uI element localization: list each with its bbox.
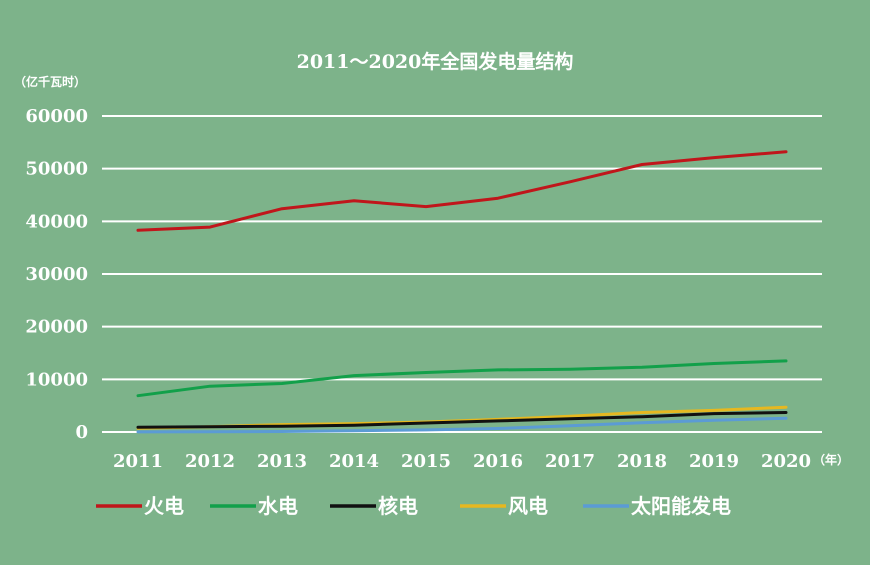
x-axis-unit: （年） (813, 452, 849, 467)
legend-label: 太阳能发电 (631, 494, 731, 518)
y-axis-ticks: 0 10000 20000 30000 40000 50000 60000 (25, 106, 88, 443)
chart-title: 2011～2020年全国发电量结构 (297, 50, 574, 73)
series-line-1 (136, 359, 788, 398)
x-tick-label: 2018 (617, 451, 667, 472)
series-line-0 (136, 150, 788, 232)
x-tick-label: 2013 (257, 451, 307, 472)
x-axis-ticks: 2011 2012 2013 2014 2015 2016 2017 2018 2019 2020 (113, 451, 811, 472)
series-lines (136, 150, 788, 434)
y-tick-label: 40000 (25, 211, 88, 232)
gridlines (102, 115, 822, 433)
y-tick-label: 30000 (25, 264, 88, 285)
y-tick-label: 20000 (25, 317, 88, 338)
x-tick-label: 2016 (473, 451, 523, 472)
x-tick-label: 2015 (401, 451, 451, 472)
x-tick-label: 2011 (113, 451, 163, 472)
x-tick-label: 2012 (185, 451, 235, 472)
y-tick-label: 10000 (25, 369, 88, 390)
x-tick-label: 2019 (689, 451, 739, 472)
legend-label: 火电 (144, 494, 184, 518)
legend: 火电 水电 核电 风电 太阳能发电 (96, 494, 731, 518)
y-tick-label: 50000 (25, 159, 88, 180)
series-line-4 (136, 416, 788, 434)
y-tick-label: 0 (75, 422, 88, 443)
series-line-2 (136, 411, 788, 429)
x-tick-label: 2020 (761, 451, 811, 472)
x-tick-label: 2014 (329, 451, 379, 472)
y-axis-unit: （亿千瓦时） (14, 74, 86, 89)
x-tick-label: 2017 (545, 451, 595, 472)
legend-label: 风电 (508, 494, 548, 518)
legend-label: 核电 (378, 494, 418, 518)
legend-label: 水电 (258, 494, 298, 518)
y-tick-label: 60000 (25, 106, 88, 127)
